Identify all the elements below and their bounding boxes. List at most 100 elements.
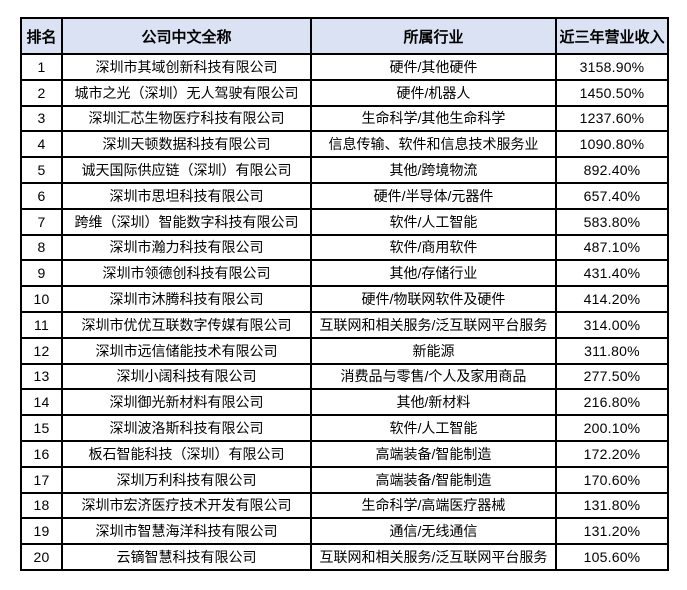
table-body: 1 深圳市其域创新科技有限公司 硬件/其他硬件 3158.90% 2 城市之光（深圳）无人… xyxy=(20,53,669,571)
cell-company: 深圳市优优互联数字传媒有限公司 xyxy=(61,310,312,339)
cell-industry: 硬件/其他硬件 xyxy=(310,53,557,81)
cell-rank: 9 xyxy=(20,259,63,288)
table-row: 7 跨维（深圳）智能数字科技有限公司 软件/人工智能 583.80% xyxy=(20,207,669,236)
cell-industry: 硬件/机器人 xyxy=(310,78,557,107)
table-row: 10 深圳市沐腾科技有限公司 硬件/物联网软件及硬件 414.20% xyxy=(20,285,669,313)
cell-revenue: 3158.90% xyxy=(555,53,669,81)
cell-revenue: 414.20% xyxy=(555,285,669,313)
cell-company: 深圳天顿数据科技有限公司 xyxy=(61,130,312,159)
cell-industry: 高端装备/智能制造 xyxy=(310,439,557,468)
cell-revenue: 583.80% xyxy=(555,207,669,236)
cell-industry: 其他/新材料 xyxy=(310,388,557,417)
cell-revenue: 172.20% xyxy=(555,439,669,468)
cell-industry: 通信/无线通信 xyxy=(310,517,557,546)
cell-rank: 6 xyxy=(20,181,63,210)
cell-industry: 生命科学/高端医疗器械 xyxy=(310,491,557,520)
cell-revenue: 1090.80% xyxy=(555,130,669,159)
cell-rank: 18 xyxy=(20,491,63,520)
cell-company: 深圳万利科技有限公司 xyxy=(61,465,312,494)
cell-company: 深圳波洛斯科技有限公司 xyxy=(61,414,312,442)
cell-revenue: 1450.50% xyxy=(555,78,669,107)
cell-company: 板石智能科技（深圳）有限公司 xyxy=(61,439,312,468)
header-company: 公司中文全称 xyxy=(61,17,312,55)
table-row: 15 深圳波洛斯科技有限公司 软件/人工智能 200.10% xyxy=(20,414,669,442)
cell-company: 云镝智慧科技有限公司 xyxy=(61,543,312,571)
cell-revenue: 131.20% xyxy=(555,517,669,546)
header-rank: 排名 xyxy=(20,17,63,55)
cell-revenue: 216.80% xyxy=(555,388,669,417)
header-row: 排名 公司中文全称 所属行业 近三年营业收入 xyxy=(20,17,669,55)
table-row: 9 深圳市领德创科技有限公司 其他/存储行业 431.40% xyxy=(20,259,669,288)
cell-rank: 20 xyxy=(20,543,63,571)
cell-industry: 硬件/半导体/元器件 xyxy=(310,181,557,210)
table-row: 5 诚天国际供应链（深圳）有限公司 其他/跨境物流 892.40% xyxy=(20,156,669,184)
table-row: 6 深圳市思坦科技有限公司 硬件/半导体/元器件 657.40% xyxy=(20,181,669,210)
cell-company: 深圳市远信储能技术有限公司 xyxy=(61,336,312,365)
cell-revenue: 657.40% xyxy=(555,181,669,210)
cell-rank: 14 xyxy=(20,388,63,417)
table-row: 13 深圳小阔科技有限公司 消费品与零售/个人及家用商品 277.50% xyxy=(20,362,669,391)
table-row: 16 板石智能科技（深圳）有限公司 高端装备/智能制造 172.20% xyxy=(20,439,669,468)
cell-industry: 其他/跨境物流 xyxy=(310,156,557,184)
cell-rank: 2 xyxy=(20,78,63,107)
cell-rank: 1 xyxy=(20,53,63,81)
cell-revenue: 170.60% xyxy=(555,465,669,494)
cell-rank: 15 xyxy=(20,414,63,442)
cell-rank: 19 xyxy=(20,517,63,546)
cell-company: 深圳市思坦科技有限公司 xyxy=(61,181,312,210)
cell-revenue: 200.10% xyxy=(555,414,669,442)
cell-company: 深圳市智慧海洋科技有限公司 xyxy=(61,517,312,546)
table-row: 19 深圳市智慧海洋科技有限公司 通信/无线通信 131.20% xyxy=(20,517,669,546)
cell-industry: 信息传输、软件和信息技术服务业 xyxy=(310,130,557,159)
table-header: 排名 公司中文全称 所属行业 近三年营业收入 xyxy=(20,17,669,55)
company-ranking-table: 排名 公司中文全称 所属行业 近三年营业收入 1 深圳市其域创新科技有限公司 硬件/… xyxy=(20,17,669,571)
cell-industry: 生命科学/其他生命科学 xyxy=(310,104,557,133)
cell-revenue: 892.40% xyxy=(555,156,669,184)
cell-company: 深圳市瀚力科技有限公司 xyxy=(61,233,312,262)
table-row: 17 深圳万利科技有限公司 高端装备/智能制造 170.60% xyxy=(20,465,669,494)
table-row: 1 深圳市其域创新科技有限公司 硬件/其他硬件 3158.90% xyxy=(20,53,669,81)
table-row: 8 深圳市瀚力科技有限公司 软件/商用软件 487.10% xyxy=(20,233,669,262)
table-row: 4 深圳天顿数据科技有限公司 信息传输、软件和信息技术服务业 1090.80% xyxy=(20,130,669,159)
table-row: 3 深圳汇芯生物医疗科技有限公司 生命科学/其他生命科学 1237.60% xyxy=(20,104,669,133)
cell-rank: 10 xyxy=(20,285,63,313)
cell-company: 诚天国际供应链（深圳）有限公司 xyxy=(61,156,312,184)
cell-company: 深圳市宏济医疗技术开发有限公司 xyxy=(61,491,312,520)
cell-company: 城市之光（深圳）无人驾驶有限公司 xyxy=(61,78,312,107)
cell-rank: 11 xyxy=(20,310,63,339)
cell-rank: 5 xyxy=(20,156,63,184)
cell-industry: 互联网和相关服务/泛互联网平台服务 xyxy=(310,310,557,339)
cell-company: 深圳市领德创科技有限公司 xyxy=(61,259,312,288)
table-row: 18 深圳市宏济医疗技术开发有限公司 生命科学/高端医疗器械 131.80% xyxy=(20,491,669,520)
cell-revenue: 314.00% xyxy=(555,310,669,339)
cell-revenue: 431.40% xyxy=(555,259,669,288)
cell-industry: 软件/人工智能 xyxy=(310,414,557,442)
cell-industry: 互联网和相关服务/泛互联网平台服务 xyxy=(310,543,557,571)
header-revenue: 近三年营业收入 xyxy=(555,17,669,55)
cell-revenue: 131.80% xyxy=(555,491,669,520)
cell-rank: 3 xyxy=(20,104,63,133)
cell-revenue: 311.80% xyxy=(555,336,669,365)
cell-industry: 高端装备/智能制造 xyxy=(310,465,557,494)
cell-rank: 17 xyxy=(20,465,63,494)
cell-rank: 13 xyxy=(20,362,63,391)
cell-industry: 其他/存储行业 xyxy=(310,259,557,288)
table-row: 12 深圳市远信储能技术有限公司 新能源 311.80% xyxy=(20,336,669,365)
cell-company: 深圳市沐腾科技有限公司 xyxy=(61,285,312,313)
cell-revenue: 487.10% xyxy=(555,233,669,262)
table-row: 20 云镝智慧科技有限公司 互联网和相关服务/泛互联网平台服务 105.60% xyxy=(20,543,669,571)
cell-revenue: 277.50% xyxy=(555,362,669,391)
cell-revenue: 105.60% xyxy=(555,543,669,571)
cell-industry: 软件/商用软件 xyxy=(310,233,557,262)
cell-company: 深圳小阔科技有限公司 xyxy=(61,362,312,391)
cell-company: 深圳御光新材料有限公司 xyxy=(61,388,312,417)
cell-company: 深圳汇芯生物医疗科技有限公司 xyxy=(61,104,312,133)
cell-industry: 消费品与零售/个人及家用商品 xyxy=(310,362,557,391)
table-row: 11 深圳市优优互联数字传媒有限公司 互联网和相关服务/泛互联网平台服务 314.00… xyxy=(20,310,669,339)
cell-industry: 软件/人工智能 xyxy=(310,207,557,236)
cell-industry: 硬件/物联网软件及硬件 xyxy=(310,285,557,313)
cell-revenue: 1237.60% xyxy=(555,104,669,133)
table-row: 2 城市之光（深圳）无人驾驶有限公司 硬件/机器人 1450.50% xyxy=(20,78,669,107)
cell-company: 跨维（深圳）智能数字科技有限公司 xyxy=(61,207,312,236)
